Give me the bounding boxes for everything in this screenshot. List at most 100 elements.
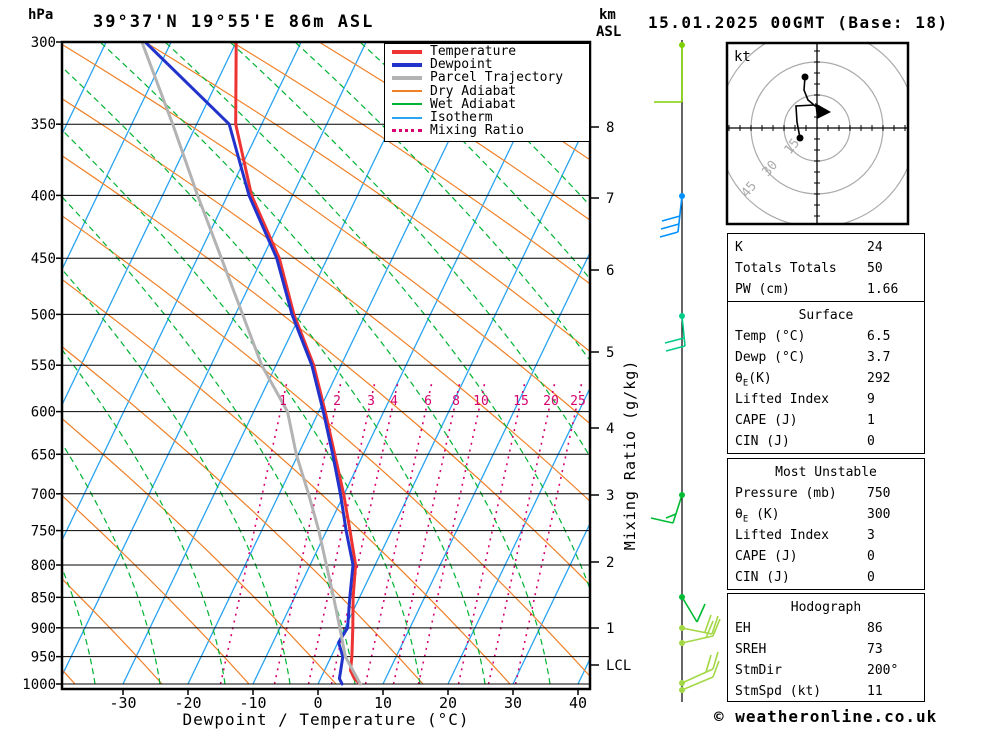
wet-adiabat-line <box>99 42 551 685</box>
isotherm-line <box>252 42 562 685</box>
wind-barb-stem <box>681 596 698 623</box>
hodograph-trace-dot <box>796 134 804 142</box>
isotherm-line <box>62 42 302 542</box>
pressure-tick-label: 600 <box>31 405 56 421</box>
table-row: SREH 73 <box>728 639 924 660</box>
table-row-label: CIN (J) <box>735 570 790 585</box>
table-title: Hodograph <box>790 600 862 615</box>
mixing-ratio-line <box>394 381 399 394</box>
table-row-label: Temp (°C) <box>735 329 806 344</box>
table-row-label: θE (K) <box>735 507 780 525</box>
mixing-ratio-line <box>551 381 556 394</box>
wet-adiabat-line <box>359 42 590 280</box>
mixing-ratio-value-label: 10 <box>473 394 489 409</box>
temp-tick-label: 30 <box>504 694 522 712</box>
table-row-value: 200° <box>867 663 899 678</box>
temp-tick-label: 10 <box>374 694 392 712</box>
height-tick-label: 1 <box>606 621 614 637</box>
wind-barb-feather <box>659 231 679 238</box>
height-tick-label: LCL <box>606 658 631 674</box>
mixing-ratio-line <box>456 381 461 394</box>
mixing-ratio-line <box>219 407 283 685</box>
height-tick-label: 7 <box>606 191 614 207</box>
sounding-profiles <box>140 42 362 686</box>
wind-barb-stem <box>681 627 713 635</box>
hodograph-trace-dot <box>801 73 809 81</box>
wet-adiabat-line <box>62 268 291 685</box>
mixing-ratio-line <box>392 407 456 685</box>
wind-barb-stem <box>677 195 683 233</box>
mixing-ratio-line <box>371 381 376 394</box>
dewpoint-curve <box>143 42 355 686</box>
table-row-value: 50 <box>867 261 883 276</box>
table-row-label: CAPE (J) <box>735 549 798 564</box>
legend-item: Dry Adiabat <box>385 85 589 98</box>
legend-item: Wet Adiabat <box>385 98 589 111</box>
table-row-label: SREH <box>735 642 767 657</box>
pressure-tick-label: 950 <box>31 650 56 666</box>
temp-tick-label: -20 <box>174 694 201 712</box>
mixing-ratio-value-label: 8 <box>452 394 460 409</box>
height-axis-unit-km: km <box>599 7 616 23</box>
indices-table-surface: Surface Temp (°C) 6.5 Dewp (°C) 3.7 θE(K) 292 L… <box>727 301 925 454</box>
pressure-tick-label: 350 <box>31 117 56 133</box>
legend-thin-line-sample <box>392 90 422 93</box>
hodograph-border <box>725 41 910 226</box>
table-row-value: 750 <box>867 486 891 501</box>
table-row-label: EH <box>735 621 751 636</box>
table-row-value: 0 <box>867 570 875 585</box>
hodograph-trace <box>795 104 815 139</box>
wind-barb-feather <box>696 603 706 623</box>
wind-barb-feather <box>650 517 674 524</box>
table-row-value: 73 <box>867 642 883 657</box>
legend-thin-line-sample <box>392 116 422 119</box>
mixing-ratio-line <box>283 381 288 394</box>
dry-adiabat-line <box>62 278 511 685</box>
mixing-ratio-line <box>457 407 521 685</box>
station-title: 39°37'N 19°55'E 86m ASL <box>93 12 375 32</box>
mixing-ratio-value-label: 15 <box>513 394 529 409</box>
mixing-ratio-line <box>481 381 486 394</box>
height-tick-label: 6 <box>606 263 614 279</box>
dry-adiabat-line <box>62 494 250 685</box>
table-row-value: 3 <box>867 528 875 543</box>
wet-adiabat-line <box>62 442 161 685</box>
table-row: CAPE (J) 1 <box>728 410 924 431</box>
dry-adiabat-line <box>62 98 590 502</box>
legend-thick-line-sample <box>392 62 422 67</box>
dry-adiabat-line <box>62 417 337 685</box>
table-row-label: StmDir <box>735 663 782 678</box>
table-row: CIN (J) 0 <box>728 431 924 452</box>
isotherm-line <box>187 42 497 685</box>
wind-barb-feather <box>712 618 721 637</box>
table-row-label: CIN (J) <box>735 434 790 449</box>
legend-thin-line-sample <box>392 103 422 106</box>
table-row-value: 0 <box>867 434 875 449</box>
wind-barb-feather <box>712 660 720 678</box>
table-row: θE(K) 292 <box>728 368 924 389</box>
table-row-label: PW (cm) <box>735 282 790 297</box>
wet-adiabat-line <box>62 348 226 685</box>
wind-barb-stem <box>681 668 714 684</box>
pressure-tick-label: 300 <box>31 35 56 51</box>
mixing-ratio-value-label: 4 <box>390 394 398 409</box>
height-tick-label: 5 <box>606 345 614 361</box>
temp-tick-label: 20 <box>439 694 457 712</box>
mixing-ratio-line <box>364 407 428 685</box>
table-row-label: Dewp (°C) <box>735 350 806 365</box>
indices-table-hodograph: Hodograph EH 86 SREH 73 StmDir 200° StmSpd (kt)… <box>727 593 925 702</box>
table-row: Lifted Index 9 <box>728 389 924 410</box>
dry-adiabat-line <box>62 43 590 425</box>
legend-item-label: Dewpoint <box>430 57 493 73</box>
table-row-value: 24 <box>867 240 883 255</box>
mixing-ratio-value-label: 25 <box>570 394 586 409</box>
pressure-tick-label: 700 <box>31 487 56 503</box>
wind-barb-stem <box>681 676 714 691</box>
mixing-ratio-value-label: 1 <box>279 394 287 409</box>
table-title: Most Unstable <box>775 465 877 480</box>
temperature-curve <box>234 42 362 686</box>
indices-table-main: K 24 Totals Totals 50 PW (cm) 1.66 <box>727 233 925 302</box>
